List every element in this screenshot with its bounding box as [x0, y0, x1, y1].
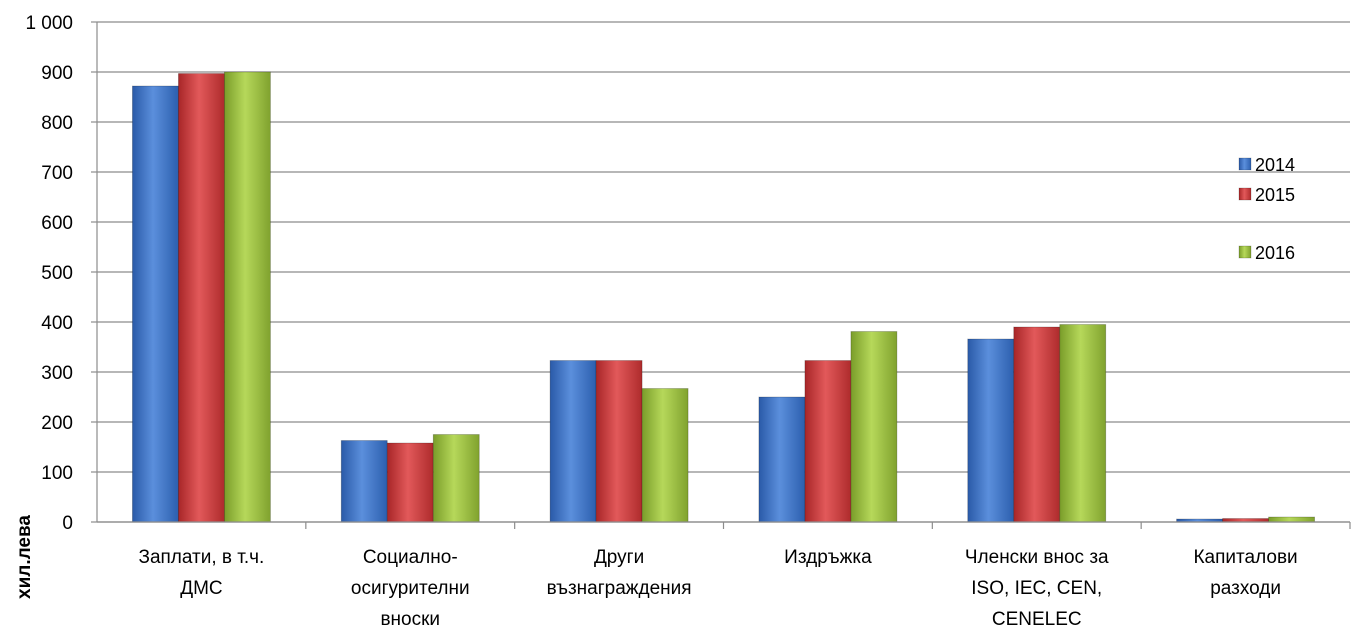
- x-category-label: Заплати, в т.ч. ДМС: [138, 547, 264, 599]
- y-tick-label: 300: [41, 363, 73, 384]
- legend: 2014 2015 2016: [1238, 155, 1295, 263]
- bars: [132, 71, 1315, 523]
- bar-2016: [432, 434, 480, 523]
- legend-swatch: [1238, 187, 1252, 201]
- axes: 0 100 200 300 400 500 600 700 800 900 1 000 Заплати…: [25, 13, 1351, 630]
- y-tick-label: 700: [41, 163, 73, 184]
- bar-2014: [340, 440, 388, 523]
- bar-2014: [967, 338, 1015, 523]
- bar-2016: [1268, 516, 1315, 523]
- bar-2014: [132, 85, 179, 523]
- legend-swatch: [1238, 157, 1252, 171]
- bar-2015: [386, 442, 434, 523]
- y-tick-label: 0: [62, 513, 73, 534]
- x-category-label: Капиталови разходи: [1193, 547, 1297, 599]
- y-tick-label: 600: [41, 213, 73, 234]
- legend-label: 2014: [1255, 155, 1295, 175]
- x-category-label: Издръжка: [784, 547, 872, 568]
- y-tick-label: 900: [41, 63, 73, 84]
- gridlines: [97, 21, 1350, 523]
- bar-2015: [1013, 326, 1061, 523]
- y-tick-label: 100: [41, 463, 73, 484]
- bar-2016: [850, 331, 898, 523]
- bar-2015: [804, 360, 852, 523]
- x-category-label: Членски внос за ISO, IEC, CEN, CENELEC: [965, 547, 1109, 630]
- bar-2014: [758, 396, 806, 523]
- y-tick-label: 200: [41, 413, 73, 434]
- bar-2015: [178, 73, 225, 523]
- bar-2016: [1059, 324, 1107, 523]
- bar-2014: [549, 360, 597, 523]
- legend-label: 2015: [1255, 185, 1295, 205]
- legend-label: 2016: [1255, 243, 1295, 263]
- bar-2016: [224, 71, 271, 523]
- x-category-label: Социално-осигурителни вноски: [351, 547, 470, 630]
- legend-swatch: [1238, 245, 1252, 259]
- bar-2016: [641, 388, 689, 523]
- y-tick-label: 400: [41, 313, 73, 334]
- bar-2015: [595, 360, 643, 523]
- y-tick-label: 800: [41, 113, 73, 134]
- y-tick-label: 1 000: [25, 13, 73, 34]
- x-category-label: Други възнаграждения: [547, 547, 692, 599]
- y-axis-label: хил.лева: [14, 515, 35, 599]
- y-tick-label: 500: [41, 263, 73, 284]
